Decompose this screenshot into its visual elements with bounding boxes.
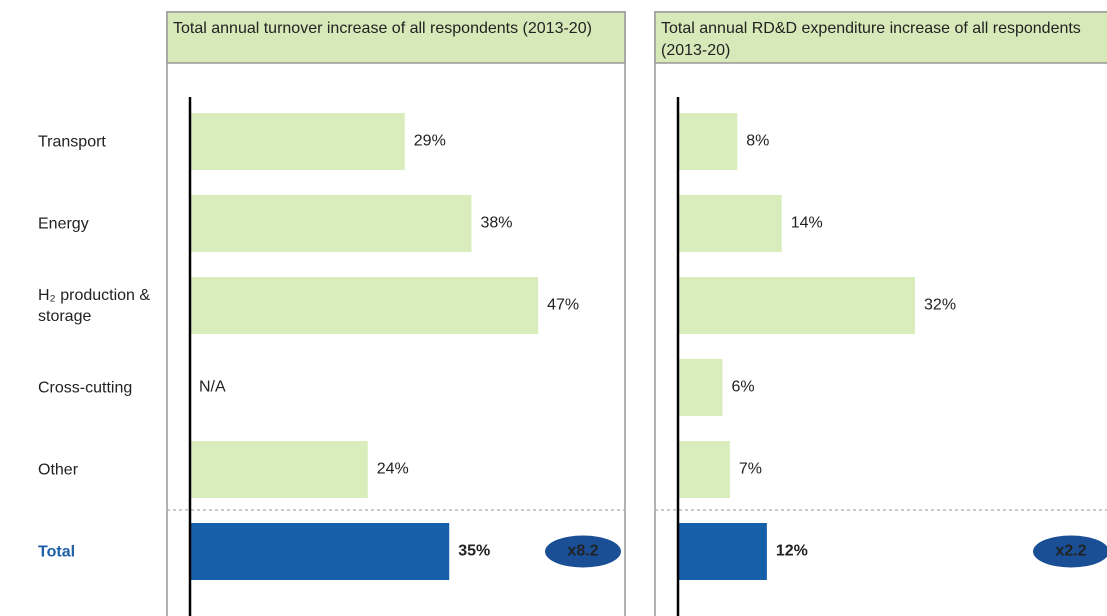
value-label: 24% bbox=[377, 461, 409, 478]
value-label: 32% bbox=[924, 297, 956, 314]
value-label: 6% bbox=[731, 379, 754, 396]
category-label: Cross-cutting bbox=[38, 379, 133, 396]
category-label: Energy bbox=[38, 215, 89, 232]
panel-title: Total annual turnover increase of all re… bbox=[173, 20, 592, 37]
bar bbox=[190, 113, 405, 170]
bar bbox=[678, 113, 738, 170]
category-label: Other bbox=[38, 461, 79, 478]
value-label: 14% bbox=[791, 215, 823, 232]
badge bbox=[1033, 535, 1107, 568]
panel-header bbox=[654, 11, 1107, 64]
value-label: 7% bbox=[739, 461, 762, 478]
category-label: H₂ production & storage bbox=[38, 286, 151, 325]
value-label: 8% bbox=[746, 133, 769, 150]
value-label: 47% bbox=[547, 297, 579, 314]
value-label: N/A bbox=[199, 379, 226, 396]
total-bar bbox=[190, 523, 450, 580]
bar bbox=[678, 277, 916, 334]
bar bbox=[678, 441, 730, 498]
bar bbox=[678, 195, 782, 252]
value-label: 35% bbox=[458, 543, 490, 560]
value-label: 38% bbox=[480, 215, 512, 232]
panel-header bbox=[166, 11, 626, 64]
category-label: Total bbox=[38, 543, 76, 560]
badge-label: x2.2 bbox=[1055, 543, 1086, 560]
category-label: Transport bbox=[38, 133, 106, 150]
bar bbox=[678, 359, 723, 416]
badge bbox=[545, 535, 621, 568]
total-bar bbox=[678, 523, 767, 580]
value-label: 29% bbox=[414, 133, 446, 150]
panel-title: Total annual RD&D expenditure increase o… bbox=[661, 20, 1081, 59]
bar bbox=[190, 195, 472, 252]
bar bbox=[190, 277, 539, 334]
badge-label: x8.2 bbox=[567, 543, 598, 560]
value-label: 12% bbox=[776, 543, 808, 560]
bar bbox=[190, 441, 368, 498]
